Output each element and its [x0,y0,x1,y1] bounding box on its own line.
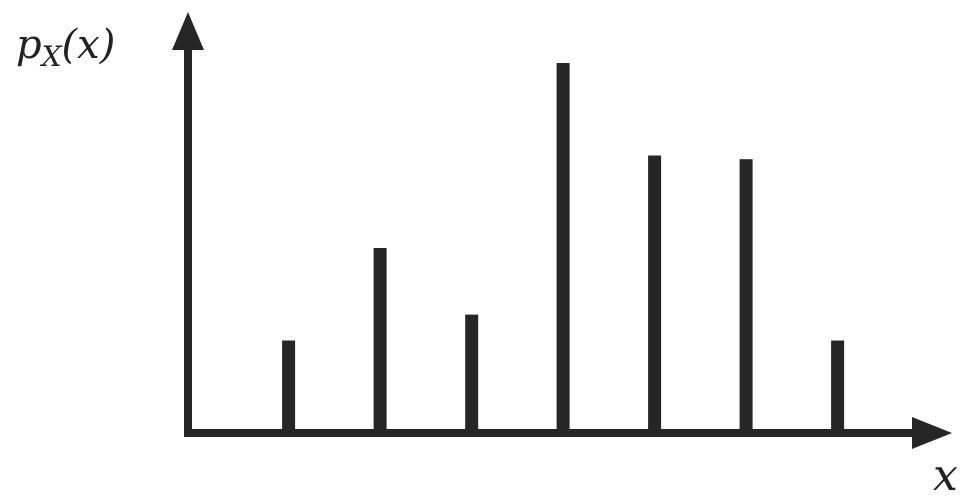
x-axis-label: x [933,450,958,496]
y-axis-arrow-icon [172,12,204,50]
stem-3 [465,314,479,433]
stem-6 [739,159,753,433]
stem-2 [373,248,387,433]
x-axis-arrow-icon [912,417,952,449]
stem-5 [648,155,662,433]
stem-1 [282,340,296,433]
stem-group [282,63,845,433]
y-axis-label-base: p [16,22,42,68]
stem-7 [831,340,845,433]
y-axis-label-argument: (x) [62,22,116,68]
stem-4 [556,63,570,433]
y-axis-label-subscript: X [40,40,63,73]
y-axis-label: pX(x) [16,22,115,73]
